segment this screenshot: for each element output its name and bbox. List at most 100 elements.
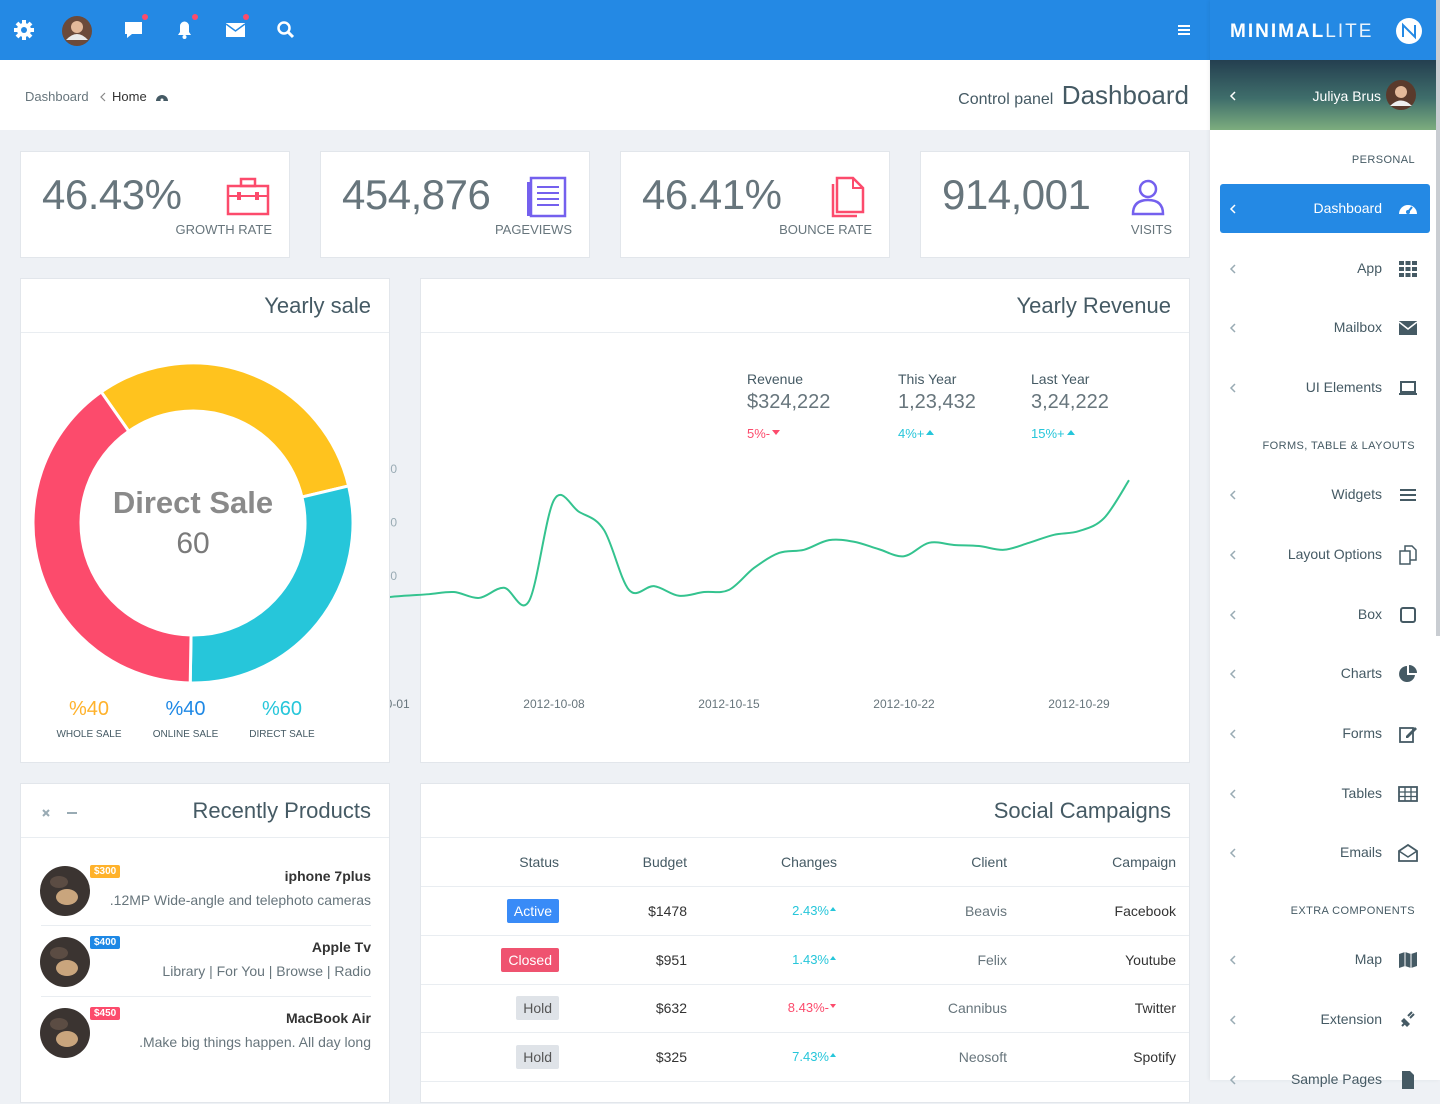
campaigns-card: Social Campaigns Status Budget Changes Clien… — [420, 783, 1190, 1103]
icon-part — [1412, 260, 1417, 265]
icon-part — [1407, 206, 1413, 213]
nav-item[interactable]: App — [1220, 244, 1430, 293]
page-heading: Control panel Dashboard — [958, 80, 1189, 111]
icon-part — [1229, 550, 1236, 560]
page-subtitle: Control panel — [958, 91, 1054, 108]
nav-item[interactable]: Charts — [1220, 649, 1430, 698]
icon-part — [1229, 323, 1236, 333]
icon-part — [1399, 952, 1417, 969]
nav-icon — [1399, 260, 1417, 277]
icon-part — [1229, 955, 1236, 965]
icon-part — [1399, 266, 1404, 271]
nav-item[interactable]: Sample Pages — [1220, 1055, 1430, 1104]
icon-part — [527, 182, 531, 216]
stat-label: GROWTH RATE — [175, 222, 272, 237]
icon-part — [1399, 205, 1417, 214]
icon-part — [1131, 198, 1165, 216]
icon-part — [226, 23, 245, 37]
summary-label: Last Year — [1031, 371, 1090, 387]
trend-arrow — [830, 1053, 836, 1058]
card-tools[interactable] — [41, 808, 81, 820]
icon-part — [1409, 665, 1417, 674]
icon-part — [1229, 848, 1236, 858]
icon-part — [1404, 545, 1417, 561]
icon-part — [226, 184, 270, 216]
nav-label: Emails — [1339, 844, 1382, 861]
icon-part — [21, 27, 27, 33]
breadcrumb-icon — [156, 95, 168, 102]
nav-item[interactable]: Map — [1220, 935, 1430, 984]
nav-chevron — [1229, 1015, 1236, 1025]
product-desc: Library | For You | Browse | Radio — [162, 963, 371, 979]
nav-icon — [1399, 665, 1417, 683]
nav-item[interactable]: Dashboard — [1220, 184, 1430, 233]
icon-part — [1229, 91, 1236, 101]
icon-part — [1178, 25, 1190, 27]
stat-label: VISITS — [1130, 222, 1172, 237]
legend-label: ONLINE SALE — [153, 729, 219, 740]
trend-arrow — [830, 955, 836, 960]
product-image — [40, 1008, 90, 1058]
user-name: Juliya Brus — [1312, 88, 1381, 104]
user-banner[interactable]: Juliya Brus — [1210, 60, 1436, 130]
nav-label: App — [1357, 259, 1382, 276]
change: 8.43%- — [788, 1000, 837, 1015]
icon-part — [1412, 266, 1417, 271]
icon-part — [1399, 260, 1404, 265]
nav-item[interactable]: Layout Options — [1220, 530, 1430, 579]
nav-item[interactable]: Extension — [1220, 995, 1430, 1044]
page-title: Dashboard — [1061, 80, 1189, 110]
nav-item[interactable]: Mailbox — [1220, 303, 1430, 352]
column-header: Status — [519, 854, 559, 870]
status-badge: Closed — [501, 947, 559, 972]
breadcrumb-link[interactable]: Dashboard — [25, 89, 89, 104]
icon-part — [66, 34, 88, 40]
nav-icon — [1398, 844, 1418, 863]
y-tick-label: 200 — [390, 569, 397, 583]
nav-icon — [1399, 952, 1417, 969]
summary-change-text: 4%+ — [898, 426, 925, 441]
nav-item[interactable]: UI Elements — [1220, 363, 1430, 412]
product-image — [40, 866, 90, 916]
status-badge: Active — [506, 899, 559, 923]
client: Neosoft — [958, 1049, 1007, 1066]
topbar-icons[interactable] — [0, 0, 1210, 60]
icon-part — [529, 176, 567, 218]
stat-icon — [527, 176, 567, 218]
y-tick-label: 400 — [390, 462, 397, 476]
icon-part — [1402, 22, 1416, 40]
card-title: Yearly Revenue — [1016, 293, 1171, 318]
client: Beavis — [964, 903, 1007, 919]
icon-part — [1398, 850, 1418, 859]
icon-part — [1400, 606, 1416, 623]
legend-value: %40 — [69, 698, 109, 720]
icon-part — [50, 1018, 68, 1030]
product-name: Apple Tv — [311, 939, 371, 955]
nav-item[interactable]: Emails — [1220, 828, 1430, 877]
icon-part — [156, 95, 168, 101]
nav-item[interactable]: Forms — [1220, 709, 1430, 758]
icon-part — [237, 192, 241, 200]
icon-part — [56, 960, 78, 976]
icon-part — [243, 14, 249, 20]
icon-part — [1400, 499, 1416, 502]
nav-item[interactable]: Tables — [1220, 769, 1430, 818]
icon-part — [852, 178, 863, 189]
nav-chevron — [1229, 609, 1236, 620]
nav-item[interactable]: Box — [1220, 590, 1430, 639]
change: 1.43% — [792, 952, 837, 967]
icon-part — [1229, 204, 1236, 214]
summary-value: 1,23,432 — [898, 391, 976, 413]
column-header: Changes — [780, 854, 837, 870]
product-divider — [41, 996, 371, 997]
nav-icon — [1399, 205, 1417, 214]
scrollbar[interactable] — [1436, 0, 1440, 636]
nav-item[interactable]: Widgets — [1220, 470, 1430, 519]
brand-bold: MINIMAL — [1230, 21, 1326, 42]
icon-part — [1400, 489, 1416, 492]
nav-chevron — [1229, 383, 1236, 393]
icon-part — [1229, 729, 1236, 739]
donut-center-label: Direct Sale — [113, 485, 273, 520]
icon-part — [277, 21, 291, 35]
nav-chevron — [1229, 789, 1236, 799]
